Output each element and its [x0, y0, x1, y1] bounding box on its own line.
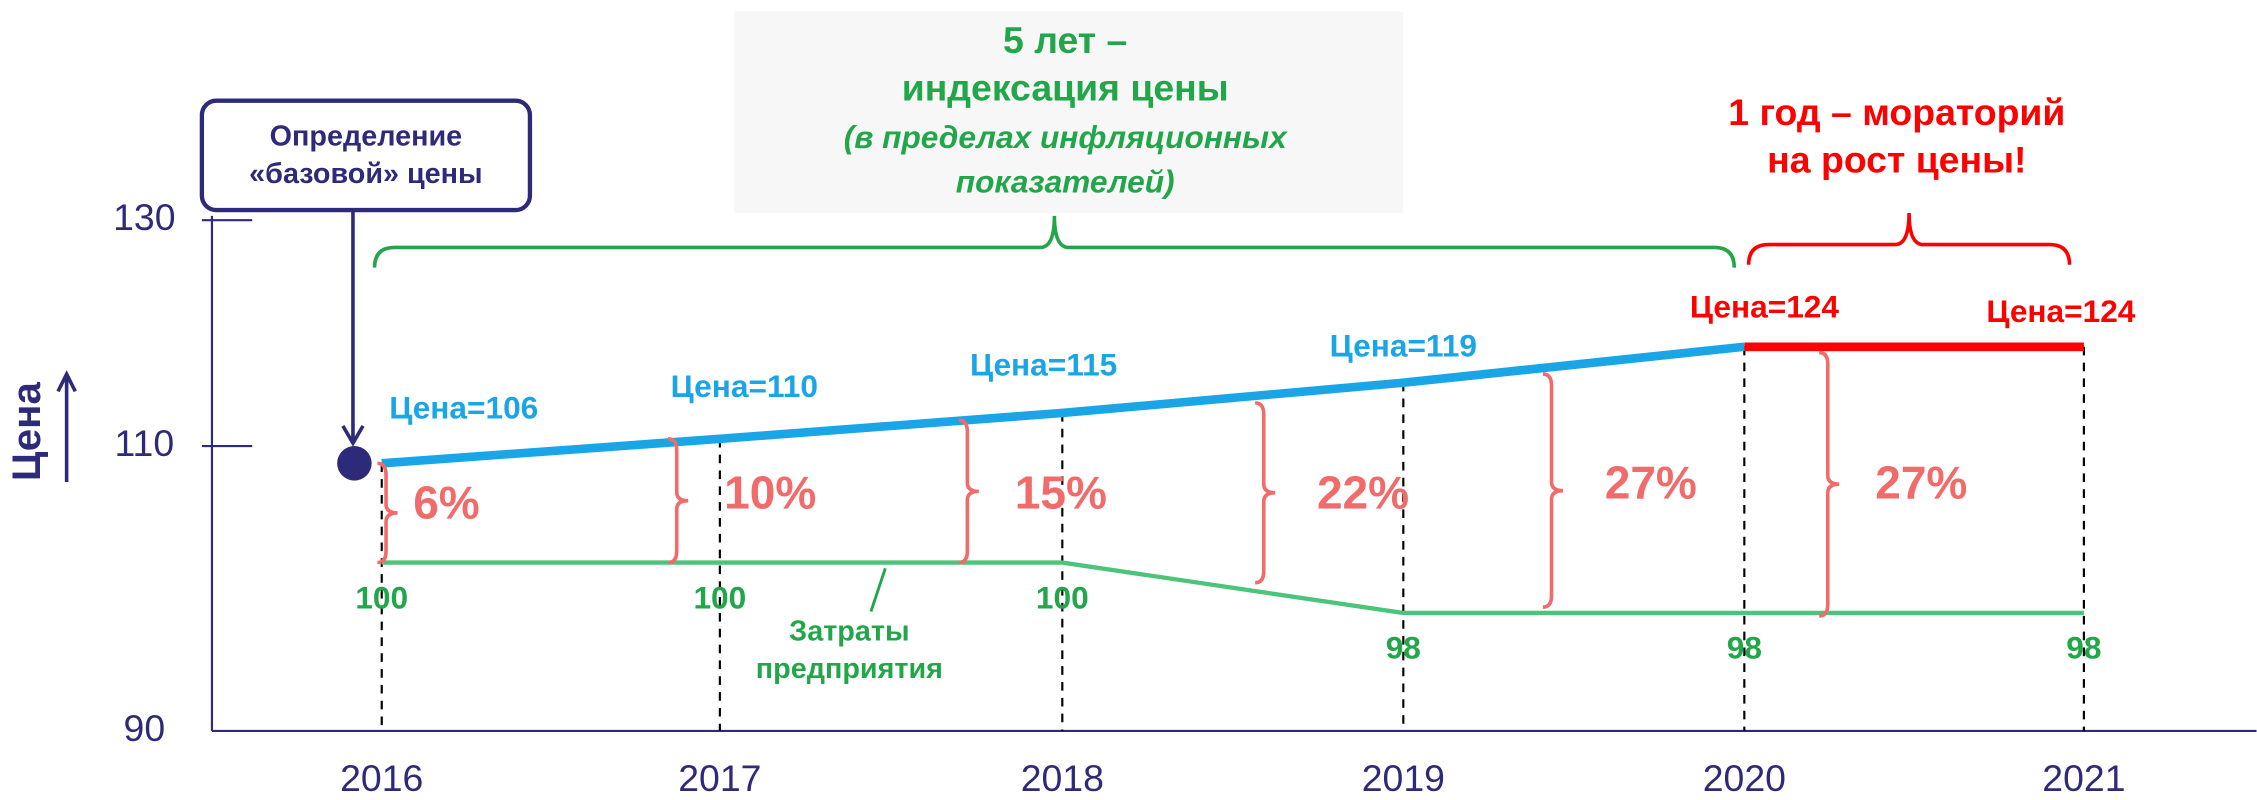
price-label: Цена=115 [970, 346, 1117, 382]
margin-brace [1819, 350, 1840, 618]
margin-label: 15% [1015, 467, 1107, 519]
margin-brace [667, 437, 689, 565]
cost-line [381, 560, 2084, 616]
x-tick-label: 2020 [1703, 757, 1786, 799]
base-dot [337, 446, 372, 481]
cost-label: 100 [1036, 579, 1089, 615]
y-tick-label: 110 [115, 422, 175, 464]
cost-caption: предприятия [756, 653, 943, 685]
y-tick-label: 90 [124, 707, 166, 749]
margin-label: 27% [1875, 456, 1967, 508]
cost-label: 100 [355, 579, 408, 615]
cost-caption: Затраты [789, 616, 909, 648]
base-arrow [341, 210, 365, 447]
x-tick-label: 2016 [340, 757, 423, 799]
brace [1746, 212, 2072, 265]
x-tick-label: 2019 [1362, 757, 1445, 799]
price-label: Цена=119 [1330, 328, 1477, 364]
header-background [734, 11, 1404, 213]
header-note: (в пределах инфляционных [844, 119, 1288, 155]
header-line: индексация цены [902, 67, 1229, 109]
margin-label: 10% [724, 467, 816, 519]
margin-label: 22% [1317, 467, 1409, 519]
price-label: Цена=124 [1986, 293, 2135, 329]
cost-label: 98 [1386, 630, 1421, 666]
header-line: 5 лет – [1003, 19, 1127, 61]
margin-brace [1254, 401, 1276, 585]
brace [372, 215, 1737, 268]
x-tick-label: 2018 [1021, 757, 1104, 799]
base-box-line: «базовой» цены [249, 158, 482, 190]
margin-label: 6% [413, 477, 480, 529]
moratorium-line: на рост цены! [1767, 138, 2026, 180]
y-axis-label: Цена [4, 382, 49, 482]
moratorium-line: 1 год – мораторий [1728, 91, 2065, 133]
cost-label: 98 [1727, 630, 1762, 666]
cost-label: 100 [693, 579, 746, 615]
axis-arrow [56, 370, 77, 483]
margin-brace [958, 418, 979, 565]
margin-brace [1542, 372, 1564, 609]
cost-label: 98 [2066, 630, 2101, 666]
margin-brace [377, 461, 398, 565]
header-note: показателей) [956, 164, 1175, 200]
base-box-line: Определение [270, 121, 463, 153]
x-tick-label: 2017 [678, 757, 761, 799]
base-box [199, 98, 533, 213]
price-label: Цена=106 [389, 389, 538, 425]
price-label: Цена=110 [671, 368, 818, 404]
caption-pointer [869, 567, 887, 612]
y-tick-label: 130 [113, 196, 175, 238]
price-line [381, 342, 1745, 468]
margin-label: 27% [1605, 456, 1697, 508]
x-tick-label: 2021 [2042, 757, 2125, 799]
price-label: Цена=124 [1690, 289, 1839, 325]
